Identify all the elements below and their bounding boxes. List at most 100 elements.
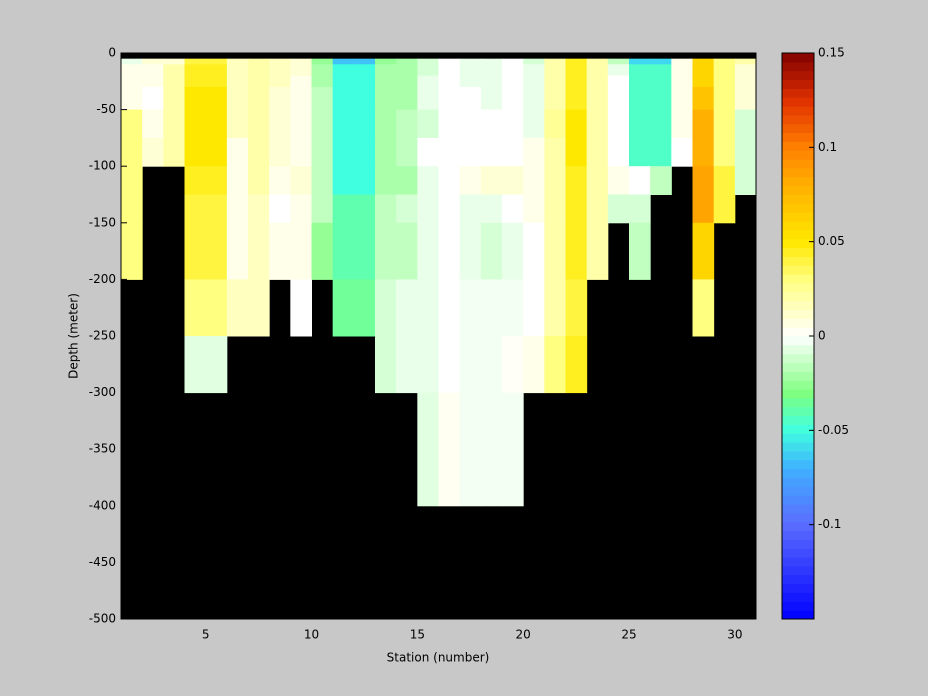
heat-cell	[586, 166, 609, 195]
heat-cell	[332, 64, 355, 77]
heat-cell	[544, 194, 566, 224]
colorbar-tick-label: -0.1	[818, 517, 841, 531]
heat-cell	[417, 109, 439, 139]
heat-cell	[269, 64, 291, 77]
heat-cell	[650, 64, 672, 77]
colorbar-swatch	[782, 610, 814, 620]
heat-cell	[459, 86, 482, 111]
heat-cell	[417, 75, 439, 88]
colorbar-swatch	[782, 212, 814, 222]
heat-cell	[163, 137, 185, 167]
colorbar-tick-label: 0	[818, 329, 826, 343]
heat-cell	[396, 109, 418, 139]
colorbar-swatch	[782, 53, 814, 63]
colorbar-swatch	[782, 397, 814, 408]
heat-cell	[629, 64, 651, 77]
x-tick-label: 5	[202, 628, 210, 642]
heat-cell	[290, 222, 312, 280]
heat-cell	[163, 109, 185, 139]
heat-cell	[163, 86, 185, 111]
heat-cell	[205, 222, 228, 280]
heat-cell	[544, 58, 566, 65]
colorbar-swatch	[782, 70, 814, 81]
heat-cell	[438, 75, 461, 88]
heat-cell	[332, 109, 355, 139]
heat-cell	[692, 64, 715, 77]
colorbar-swatch	[782, 530, 814, 540]
heat-cell	[226, 194, 249, 224]
heat-cell	[417, 279, 439, 337]
heat-cell	[502, 109, 524, 139]
heat-cell	[438, 279, 461, 337]
heat-cell	[459, 64, 482, 77]
heat-cell	[523, 194, 545, 224]
colorbar-swatch	[782, 79, 814, 89]
heat-cell	[438, 64, 461, 77]
heat-cell	[586, 194, 609, 224]
heat-cell	[417, 336, 439, 394]
colorbar-swatch	[782, 114, 814, 125]
heat-cell	[375, 109, 397, 139]
heat-cell	[713, 86, 736, 111]
colorbar-swatch	[782, 565, 814, 576]
heat-cell	[544, 336, 566, 394]
heat-cell	[671, 58, 693, 65]
heat-cell	[417, 64, 439, 77]
heat-cell	[523, 222, 545, 280]
heat-cell	[565, 86, 588, 111]
heat-cell	[607, 64, 630, 77]
heat-cell	[480, 166, 503, 195]
heat-cell	[502, 392, 524, 507]
colorbar-swatch	[782, 203, 814, 213]
heat-cell	[248, 166, 270, 195]
heat-cell	[607, 86, 630, 111]
heat-cell	[248, 64, 270, 77]
heat-cell	[311, 86, 334, 111]
colorbar-swatch	[782, 557, 814, 567]
colorbar-swatch	[782, 504, 814, 514]
colorbar-swatch	[782, 309, 814, 319]
heat-cell	[353, 86, 376, 111]
heat-cell	[311, 64, 334, 77]
heat-cell	[290, 75, 312, 88]
colorbar-tick-label: 0.05	[818, 234, 845, 248]
colorbar-swatch	[782, 353, 814, 364]
colorbar-swatch	[782, 477, 814, 487]
heat-cell	[629, 75, 651, 88]
colorbar-swatch	[782, 88, 814, 98]
heat-cell	[523, 336, 545, 394]
x-axis-label: Station (number)	[387, 651, 490, 665]
heat-cell	[248, 137, 270, 167]
heat-cell	[353, 137, 376, 167]
heat-cell	[586, 222, 609, 280]
heat-cell	[248, 58, 270, 65]
heat-cell	[713, 166, 736, 195]
heat-cell	[205, 336, 228, 394]
heat-cell	[417, 392, 439, 507]
heat-cell	[502, 75, 524, 88]
colorbar-swatch	[782, 495, 814, 505]
x-tick-label: 15	[410, 628, 425, 642]
heat-cell	[586, 109, 609, 139]
heat-cell	[226, 86, 249, 111]
heat-cell	[438, 194, 461, 224]
heat-cell	[226, 58, 249, 65]
heat-cell	[311, 194, 334, 224]
heat-cell	[311, 222, 334, 280]
y-tick-label: -150	[89, 215, 116, 229]
heat-cell	[269, 222, 291, 280]
heat-cell	[121, 137, 143, 167]
heat-cell	[544, 64, 566, 77]
colorbar-swatch	[782, 601, 814, 611]
heat-cell	[248, 109, 270, 139]
colorbar-swatch	[782, 450, 814, 461]
heat-cell	[417, 222, 439, 280]
heat-cell	[502, 336, 524, 394]
colorbar-swatch	[782, 291, 814, 302]
heat-cell	[353, 222, 376, 280]
colorbar-swatch	[782, 265, 814, 275]
heat-cell	[459, 75, 482, 88]
heat-cell	[671, 137, 693, 167]
colorbar-swatch	[782, 61, 814, 72]
